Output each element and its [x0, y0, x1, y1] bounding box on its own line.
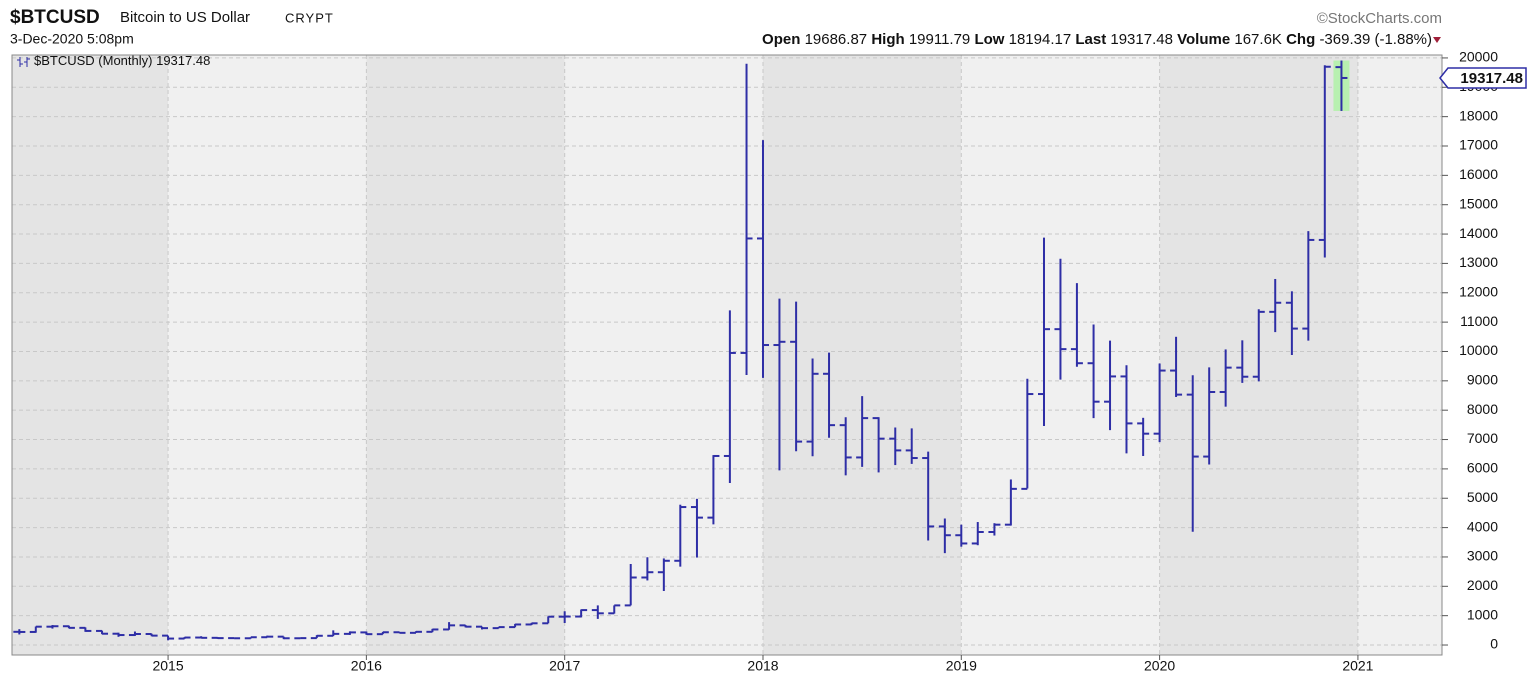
y-tick-label: 1000 [1467, 606, 1498, 622]
exchange: CRYPT [285, 10, 334, 25]
year-band [1357, 55, 1442, 655]
x-tick-label: 2015 [152, 658, 183, 674]
y-tick-label: 18000 [1459, 107, 1498, 123]
stat-label: Volume [1177, 31, 1230, 48]
year-band [366, 55, 565, 655]
date: 3-Dec-2020 5:08pm [10, 31, 134, 47]
stat-label: Chg [1286, 31, 1315, 48]
year-band [168, 55, 367, 655]
stat-value: 167.6K [1234, 31, 1282, 48]
x-tick-label: 2017 [549, 658, 580, 674]
year-band [12, 55, 169, 655]
axes: 0 1000 2000 3000 4000 5000 6000 7000 8000 9000 100… [152, 49, 1527, 674]
stat-label: Low [974, 31, 1004, 48]
grid [12, 55, 1442, 655]
symbol: $BTCUSD [10, 7, 100, 28]
y-tick-label: 2000 [1467, 577, 1498, 593]
y-tick-label: 7000 [1467, 430, 1498, 446]
y-tick-label: 9000 [1467, 372, 1498, 388]
y-tick-label: 5000 [1467, 489, 1498, 505]
price-box [1439, 67, 1527, 89]
y-tick-label: 13000 [1459, 254, 1498, 270]
y-tick-label: 3000 [1467, 548, 1498, 564]
security-name: Bitcoin to US Dollar [120, 9, 250, 26]
x-tick-label: 2021 [1342, 658, 1373, 674]
stat-label: Last [1075, 31, 1106, 48]
y-tick-label: 10000 [1459, 342, 1498, 358]
y-tick-label: 12000 [1459, 283, 1498, 299]
y-tick-label: 4000 [1467, 518, 1498, 534]
stats: Open 19686.87 High 19911.79 Low 18194.17… [762, 31, 1432, 48]
stat-value: 19911.79 [909, 31, 970, 48]
legend-value: 19317.48 [156, 53, 210, 68]
plot-frame [11, 54, 1443, 656]
bars [13, 60, 1350, 641]
price-box-label: 19317.48 [1460, 70, 1523, 87]
stat-label: Open [762, 31, 800, 48]
y-tick-label: 15000 [1459, 195, 1498, 211]
x-tick-label: 2018 [747, 658, 778, 674]
x-tick-label: 2019 [946, 658, 977, 674]
y-tick-label: 20000 [1459, 49, 1498, 65]
y-tick-label: 14000 [1459, 225, 1498, 241]
legend-label: $BTCUSD (Monthly) [34, 53, 152, 68]
y-tick-label: 11000 [1460, 313, 1498, 329]
stat-label: High [871, 31, 904, 48]
down-arrow [1433, 37, 1441, 43]
x-tick-label: 2020 [1144, 658, 1175, 674]
stat-value: 19317.48 [1110, 31, 1173, 48]
plot-background [12, 55, 1442, 655]
legend: $BTCUSD (Monthly) 19317.48 [34, 53, 210, 68]
stat-value: 18194.17 [1009, 31, 1072, 48]
credit: ©StockCharts.com [1317, 10, 1442, 27]
stat-value: -369.39 (-1.88%) [1319, 31, 1432, 48]
y-tick-label: 6000 [1467, 460, 1498, 476]
y-tick-label: 17000 [1459, 137, 1498, 153]
legend-icon [17, 57, 30, 67]
x-tick-label: 2016 [351, 658, 382, 674]
y-tick-label: 16000 [1459, 166, 1498, 182]
stat-value: 19686.87 [805, 31, 868, 48]
year-band [762, 55, 962, 655]
y-tick-label: 0 [1490, 636, 1498, 652]
y-tick-label: 8000 [1467, 401, 1498, 417]
